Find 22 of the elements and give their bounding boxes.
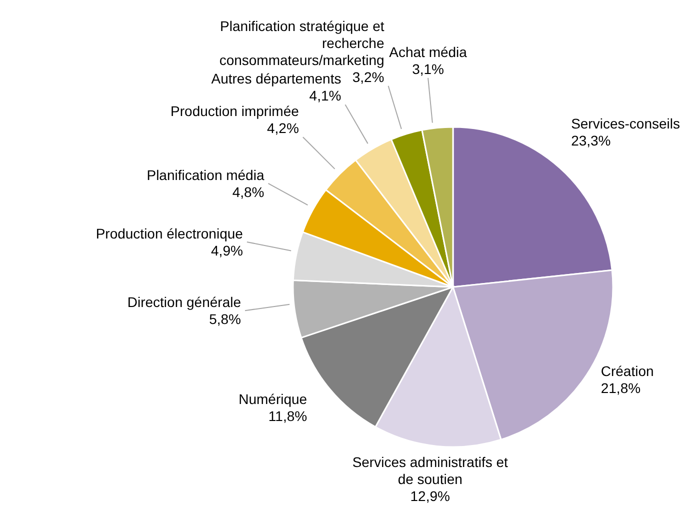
data-label: 4,9% bbox=[211, 242, 243, 258]
slice-label: Services-conseils bbox=[571, 116, 680, 132]
slice-label: Autres départements bbox=[211, 70, 342, 87]
data-label: 5,8% bbox=[209, 311, 242, 328]
data-label: 4,1% bbox=[309, 88, 342, 104]
data-label: 11,8% bbox=[268, 408, 308, 424]
slice-label: Planification média bbox=[146, 166, 264, 183]
slice-label: Achat média bbox=[389, 44, 468, 60]
data-label: 21,8% bbox=[600, 380, 641, 396]
data-label: 12,9% bbox=[410, 488, 450, 504]
data-label: 4,2% bbox=[267, 120, 299, 136]
slice-label: Création bbox=[600, 363, 654, 380]
data-label: 3,1% bbox=[412, 60, 444, 77]
slice-label: Direction générale bbox=[127, 294, 242, 310]
slice-label: Production imprimée bbox=[170, 103, 300, 120]
slice-label: Production électronique bbox=[96, 225, 244, 242]
slice-label: Planification stratégique et recherche consommateurs/marketing bbox=[219, 18, 384, 68]
data-label: 3,2% bbox=[352, 68, 384, 85]
data-label: 23,3% bbox=[571, 132, 611, 149]
slice-label: Numérique bbox=[238, 390, 308, 407]
slice-label: Services administratifs et de soutien bbox=[352, 454, 508, 488]
data-label: 4,8% bbox=[232, 184, 264, 200]
